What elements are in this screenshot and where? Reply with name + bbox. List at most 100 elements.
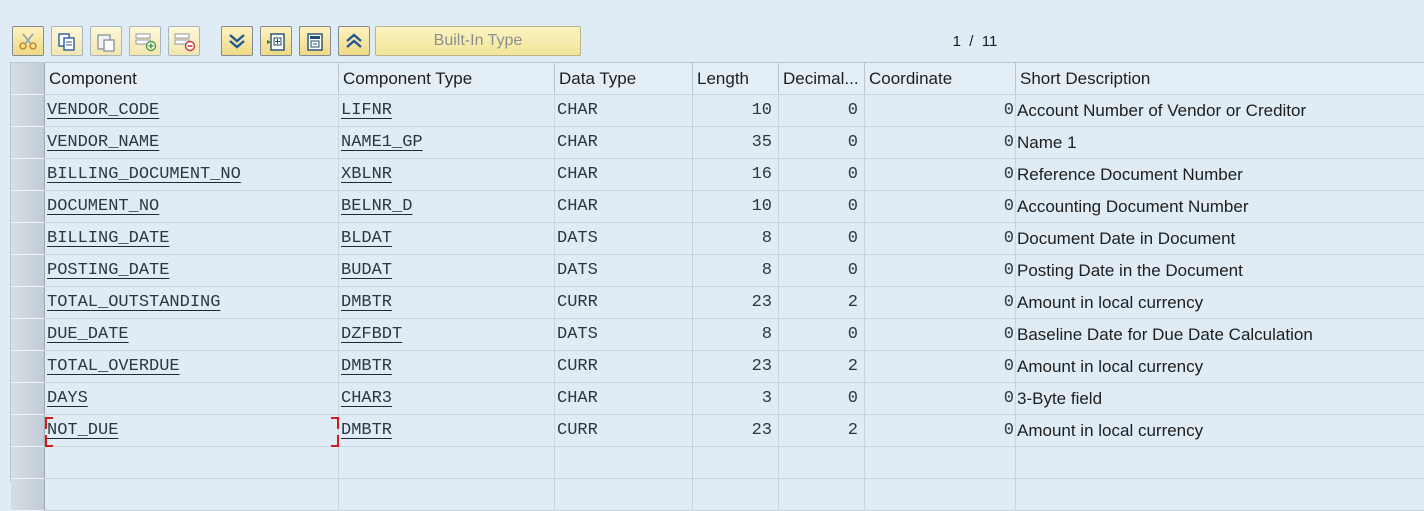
coordinate-cell[interactable]: 0 [865, 351, 1016, 383]
row-selector[interactable] [11, 127, 45, 159]
row-selector[interactable] [11, 479, 45, 511]
data-type-cell[interactable] [555, 447, 693, 479]
decimal-cell[interactable]: 2 [779, 351, 865, 383]
row-selector[interactable] [11, 351, 45, 383]
length-cell[interactable]: 10 [693, 95, 779, 127]
row-selector[interactable] [11, 287, 45, 319]
exclude-button[interactable] [299, 26, 331, 56]
length-cell[interactable]: 23 [693, 415, 779, 447]
decimal-cell[interactable]: 0 [779, 223, 865, 255]
data-type-cell[interactable]: CHAR [555, 383, 693, 415]
coordinate-cell[interactable]: 0 [865, 415, 1016, 447]
component-type-cell[interactable]: CHAR3 [339, 383, 555, 415]
length-cell[interactable] [693, 447, 779, 479]
row-selector[interactable] [11, 319, 45, 351]
decimal-cell[interactable]: 0 [779, 319, 865, 351]
component-cell[interactable]: DAYS [45, 383, 339, 415]
coordinate-cell[interactable]: 0 [865, 191, 1016, 223]
length-cell[interactable]: 3 [693, 383, 779, 415]
coordinate-cell[interactable]: 0 [865, 127, 1016, 159]
data-type-cell[interactable]: CHAR [555, 95, 693, 127]
component-type-cell[interactable]: DMBTR [339, 351, 555, 383]
decimal-cell[interactable]: 0 [779, 95, 865, 127]
length-cell[interactable]: 10 [693, 191, 779, 223]
component-cell[interactable]: DUE_DATE [45, 319, 339, 351]
column-header-coordinate[interactable]: Coordinate [865, 63, 1016, 95]
paste-button[interactable] [90, 26, 122, 56]
component-cell[interactable]: TOTAL_OVERDUE [45, 351, 339, 383]
data-type-cell[interactable]: CHAR [555, 127, 693, 159]
component-cell[interactable] [45, 447, 339, 479]
decimal-cell[interactable]: 0 [779, 383, 865, 415]
length-cell[interactable]: 23 [693, 351, 779, 383]
column-header-decimal[interactable]: Decimal... [779, 63, 865, 95]
coordinate-cell[interactable] [865, 479, 1016, 511]
component-type-cell[interactable]: XBLNR [339, 159, 555, 191]
coordinate-cell[interactable]: 0 [865, 223, 1016, 255]
component-cell[interactable]: POSTING_DATE [45, 255, 339, 287]
decimal-cell[interactable]: 0 [779, 191, 865, 223]
component-cell[interactable]: DOCUMENT_NO [45, 191, 339, 223]
include-button[interactable] [260, 26, 292, 56]
component-cell[interactable]: VENDOR_NAME [45, 127, 339, 159]
component-type-cell[interactable]: BLDAT [339, 223, 555, 255]
coordinate-cell[interactable]: 0 [865, 319, 1016, 351]
component-cell[interactable]: TOTAL_OUTSTANDING [45, 287, 339, 319]
component-type-cell[interactable]: BUDAT [339, 255, 555, 287]
column-header-component-type[interactable]: Component Type [339, 63, 555, 95]
data-type-cell[interactable]: CHAR [555, 159, 693, 191]
data-type-cell[interactable]: CURR [555, 415, 693, 447]
component-type-cell[interactable]: NAME1_GP [339, 127, 555, 159]
copy-button[interactable] [51, 26, 83, 56]
length-cell[interactable]: 8 [693, 319, 779, 351]
component-type-cell[interactable]: DMBTR [339, 415, 555, 447]
decimal-cell[interactable] [779, 479, 865, 511]
coordinate-cell[interactable] [865, 447, 1016, 479]
data-type-cell[interactable]: CURR [555, 351, 693, 383]
decimal-cell[interactable] [779, 447, 865, 479]
length-cell[interactable] [693, 479, 779, 511]
column-header-short-description[interactable]: Short Description [1016, 63, 1424, 95]
data-type-cell[interactable]: DATS [555, 319, 693, 351]
component-cell[interactable]: VENDOR_CODE [45, 95, 339, 127]
component-cell[interactable] [45, 479, 339, 511]
column-header-data-type[interactable]: Data Type [555, 63, 693, 95]
row-selector[interactable] [11, 255, 45, 287]
component-type-cell[interactable]: DZFBDT [339, 319, 555, 351]
insert-row-button[interactable] [129, 26, 161, 56]
decimal-cell[interactable]: 2 [779, 287, 865, 319]
component-type-cell[interactable]: DMBTR [339, 287, 555, 319]
decimal-cell[interactable]: 0 [779, 159, 865, 191]
expand-button[interactable] [221, 26, 253, 56]
row-selector[interactable] [11, 223, 45, 255]
delete-row-button[interactable] [168, 26, 200, 56]
row-selector[interactable] [11, 415, 45, 447]
coordinate-cell[interactable]: 0 [865, 383, 1016, 415]
data-type-cell[interactable]: DATS [555, 223, 693, 255]
length-cell[interactable]: 16 [693, 159, 779, 191]
row-selector[interactable] [11, 95, 45, 127]
decimal-cell[interactable]: 0 [779, 255, 865, 287]
data-type-cell[interactable]: DATS [555, 255, 693, 287]
component-type-cell[interactable] [339, 447, 555, 479]
component-type-cell[interactable]: BELNR_D [339, 191, 555, 223]
coordinate-cell[interactable]: 0 [865, 287, 1016, 319]
decimal-cell[interactable]: 2 [779, 415, 865, 447]
data-type-cell[interactable] [555, 479, 693, 511]
column-header-component[interactable]: Component [45, 63, 339, 95]
length-cell[interactable]: 8 [693, 223, 779, 255]
decimal-cell[interactable]: 0 [779, 127, 865, 159]
data-type-cell[interactable]: CURR [555, 287, 693, 319]
collapse-button[interactable] [338, 26, 370, 56]
column-header-length[interactable]: Length [693, 63, 779, 95]
length-cell[interactable]: 8 [693, 255, 779, 287]
coordinate-cell[interactable]: 0 [865, 95, 1016, 127]
coordinate-cell[interactable]: 0 [865, 159, 1016, 191]
row-selector[interactable] [11, 159, 45, 191]
component-cell[interactable]: NOT_DUE [45, 415, 339, 447]
length-cell[interactable]: 23 [693, 287, 779, 319]
length-cell[interactable]: 35 [693, 127, 779, 159]
data-type-cell[interactable]: CHAR [555, 191, 693, 223]
cut-button[interactable] [12, 26, 44, 56]
component-type-cell[interactable] [339, 479, 555, 511]
